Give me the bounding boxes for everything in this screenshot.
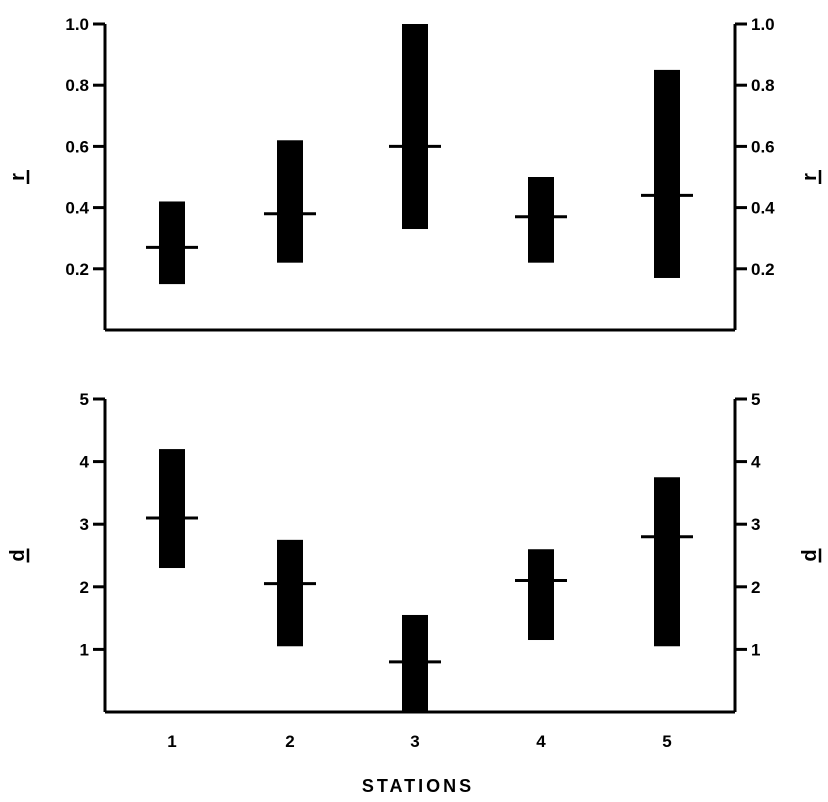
left-y-tick-label: 1.0 bbox=[65, 15, 89, 34]
x-tick-label: 3 bbox=[410, 732, 419, 751]
right-y-axis-label-text: r bbox=[799, 173, 821, 181]
right-y-tick-label: 5 bbox=[751, 390, 760, 409]
range-bar-station-3 bbox=[402, 24, 428, 230]
left-y-axis-label-text: r bbox=[7, 173, 29, 181]
right-y-tick-label: 2 bbox=[751, 578, 760, 597]
left-y-tick-label: 2 bbox=[80, 578, 89, 597]
range-bar-station-5 bbox=[654, 477, 680, 647]
range-bar-station-4 bbox=[528, 177, 554, 263]
range-bar-station-1 bbox=[159, 201, 185, 285]
range-bar-station-4 bbox=[528, 549, 554, 641]
right-y-tick-label: 0.6 bbox=[751, 137, 775, 156]
right-y-tick-label: 1.0 bbox=[751, 15, 775, 34]
right-y-tick-label: 0.4 bbox=[751, 199, 775, 218]
left-y-axis-label: r bbox=[7, 170, 30, 184]
x-axis-title: STATIONS bbox=[362, 776, 474, 796]
right-y-tick-label: 1 bbox=[751, 640, 760, 659]
range-bar-station-1 bbox=[159, 449, 185, 569]
range-bar-station-2 bbox=[277, 140, 303, 263]
left-y-tick-label: 3 bbox=[80, 515, 89, 534]
left-y-axis-label-text: d bbox=[7, 549, 29, 561]
right-y-axis-label: d bbox=[799, 548, 822, 563]
range-bar-station-3 bbox=[402, 614, 428, 712]
left-y-tick-label: 1 bbox=[80, 640, 89, 659]
right-y-tick-label: 4 bbox=[751, 453, 761, 472]
range-bar-station-2 bbox=[277, 539, 303, 647]
bottom-panel-d: 1 1 2 2 3 3 4 4 5 5 d d bbox=[7, 390, 822, 714]
x-tick-label: 5 bbox=[662, 732, 671, 751]
left-y-tick-label: 4 bbox=[80, 453, 90, 472]
left-y-axis-label: d bbox=[7, 548, 30, 563]
station-tick-labels: 1 2 3 4 5 bbox=[167, 732, 671, 751]
right-y-tick-label: 3 bbox=[751, 515, 760, 534]
top-panel-r: 0.2 0.2 0.4 0.4 0.6 0.6 0.8 0.8 1.0 1.0 r r bbox=[7, 15, 822, 332]
x-tick-label: 2 bbox=[285, 732, 294, 751]
left-y-tick-label: 0.4 bbox=[65, 199, 89, 218]
left-y-tick-label: 0.8 bbox=[65, 76, 89, 95]
x-tick-label: 4 bbox=[536, 732, 546, 751]
left-y-tick-label: 0.6 bbox=[65, 137, 89, 156]
right-y-axis-label-text: d bbox=[799, 549, 821, 561]
left-y-tick-label: 5 bbox=[80, 390, 89, 409]
left-y-tick-label: 0.2 bbox=[65, 260, 89, 279]
right-y-tick-label: 0.2 bbox=[751, 260, 775, 279]
range-bar-station-5 bbox=[654, 69, 680, 278]
right-y-tick-label: 0.8 bbox=[751, 76, 775, 95]
right-y-axis-label: r bbox=[799, 170, 822, 184]
x-tick-label: 1 bbox=[167, 732, 176, 751]
